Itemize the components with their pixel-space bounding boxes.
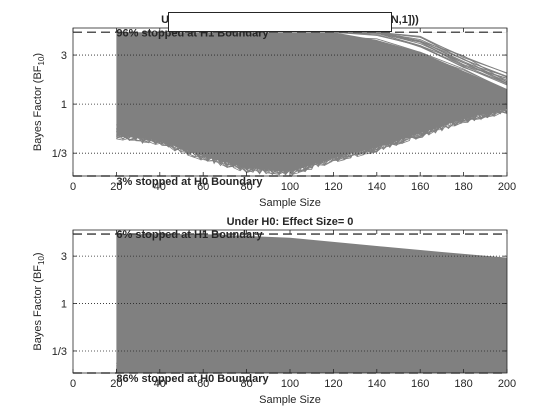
trajectory-band xyxy=(116,234,507,373)
trajectory-band xyxy=(116,32,507,172)
trajectory-line xyxy=(116,98,507,175)
trajectory-line xyxy=(333,58,507,114)
x-tick-label: 40 xyxy=(154,181,166,193)
trajectory-line xyxy=(116,361,507,373)
x-tick-label: 120 xyxy=(324,378,342,390)
y-tick-label: 1 xyxy=(61,299,67,311)
y-axis-label: Bayes Factor (BF10) xyxy=(32,53,46,151)
chart-title: Under H0: Effect Size= 0 xyxy=(227,216,354,228)
x-tick-label: 140 xyxy=(368,181,386,193)
x-tick-label: 40 xyxy=(154,378,166,390)
h0-boundary-annotation: 86% stopped at H0 Boundary xyxy=(116,373,269,385)
trajectory-line xyxy=(116,362,507,373)
series-band-group xyxy=(116,31,507,176)
trajectory-line xyxy=(333,33,507,94)
y-axis-label: Bayes Factor (BF10) xyxy=(32,252,46,350)
x-tick-label: 0 xyxy=(70,378,76,390)
x-tick-label: 180 xyxy=(454,378,472,390)
x-tick-label: 60 xyxy=(197,378,209,390)
trajectory-line xyxy=(116,105,507,173)
x-tick-label: 200 xyxy=(498,181,516,193)
trajectory-line xyxy=(116,361,507,373)
y-tick-label: 1/3 xyxy=(52,148,67,160)
h0-boundary-annotation: 3% stopped at H0 Boundary xyxy=(116,176,263,188)
trajectory-line xyxy=(333,31,507,79)
trajectory-line xyxy=(333,46,507,105)
h1-boundary-annotation: 6% stopped at H1 Boundary xyxy=(116,229,263,241)
y-tick-label: 1/3 xyxy=(52,346,67,358)
trajectory-line xyxy=(116,100,507,176)
legend-box xyxy=(168,12,392,32)
x-tick-label: 180 xyxy=(454,181,472,193)
x-tick-label: 0 xyxy=(70,181,76,193)
x-axis-label: Sample Size xyxy=(259,394,321,406)
x-tick-label: 60 xyxy=(197,181,209,193)
trajectory-line xyxy=(333,42,507,100)
y-tick-label: 3 xyxy=(61,50,67,62)
x-tick-label: 160 xyxy=(411,378,429,390)
trajectory-line xyxy=(333,44,507,102)
trajectory-line xyxy=(116,102,507,175)
fade-region xyxy=(333,32,507,90)
chart-panel-h1: 0 20 40 60 80 100 120 140 160 180 200 1/3 1 3 Sample S… xyxy=(32,14,516,209)
y-tick-label: 3 xyxy=(61,251,67,263)
x-tick-label: 80 xyxy=(240,181,252,193)
x-tick-label: 20 xyxy=(110,378,122,390)
x-tick-label: 100 xyxy=(281,181,299,193)
x-tick-label: 140 xyxy=(368,378,386,390)
chart-panel-h0: 0 20 40 60 80 100 120 140 160 180 200 1/3 1 3 Sample S… xyxy=(32,216,516,406)
x-tick-label: 80 xyxy=(240,378,252,390)
trajectory-line xyxy=(116,105,507,176)
x-tick-label: 160 xyxy=(411,181,429,193)
trajectory-line xyxy=(333,31,507,85)
x-tick-label: 20 xyxy=(110,181,122,193)
trajectory-lines xyxy=(116,98,507,176)
x-tick-label: 100 xyxy=(281,378,299,390)
y-tick-label: 1 xyxy=(61,99,67,111)
x-tick-label: 200 xyxy=(498,378,516,390)
x-tick-label: 120 xyxy=(324,181,342,193)
trajectory-line xyxy=(333,31,507,86)
x-axis-label: Sample Size xyxy=(259,197,321,209)
